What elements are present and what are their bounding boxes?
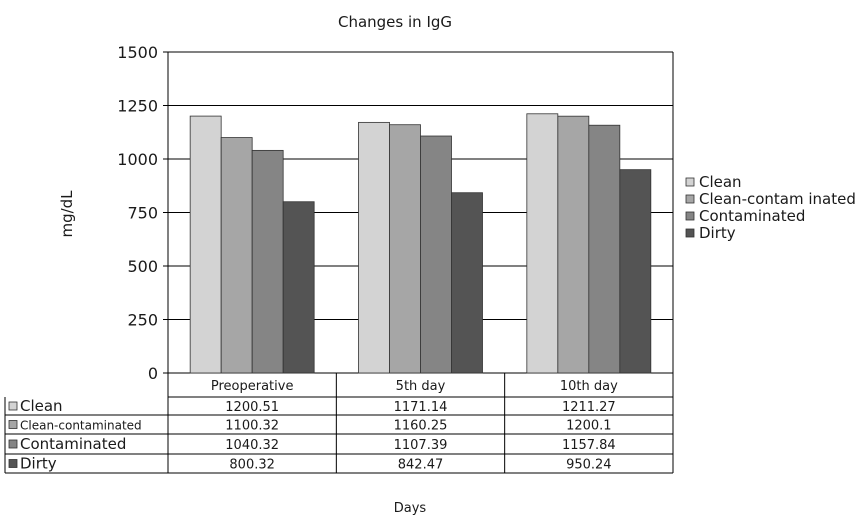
x-tick-label: 10th day bbox=[560, 379, 618, 394]
data-label: 1211.27 bbox=[562, 400, 616, 415]
data-label: 950.24 bbox=[566, 458, 612, 473]
data-label: 1107.39 bbox=[394, 438, 448, 453]
y-axis-label: mg/dL bbox=[58, 190, 76, 238]
bar bbox=[557, 115, 590, 374]
legend-swatch bbox=[685, 177, 695, 187]
table-row-label: Clean bbox=[20, 397, 63, 415]
y-tick-label: 1250 bbox=[117, 97, 158, 116]
bar bbox=[451, 192, 483, 374]
plot-area: 0 250 500 750 1000 1250 1500 bbox=[117, 43, 674, 383]
bar bbox=[189, 115, 222, 374]
data-label: 1040.32 bbox=[225, 438, 279, 453]
y-tick-label: 250 bbox=[127, 311, 158, 330]
y-axis-label-group: mg/dL bbox=[58, 190, 76, 238]
data-label: 1160.25 bbox=[394, 419, 448, 434]
x-tick-label: Preoperative bbox=[211, 379, 294, 394]
legend-label: Clean-contam inated bbox=[699, 190, 856, 208]
data-label: 1100.32 bbox=[225, 419, 279, 434]
table-row-label: Dirty bbox=[20, 455, 57, 473]
bar bbox=[619, 169, 652, 374]
table-swatch bbox=[8, 439, 18, 449]
legend-swatch bbox=[685, 228, 695, 238]
y-tick-label: 0 bbox=[148, 364, 158, 383]
data-label: 1200.51 bbox=[225, 400, 279, 415]
x-tick-label: 5th day bbox=[396, 379, 446, 394]
y-tick-label: 750 bbox=[127, 204, 158, 223]
legend-label: Contaminated bbox=[699, 207, 805, 225]
data-table: Preoperative 5th day 10th day Clean 1200.51 1… bbox=[4, 373, 674, 474]
x-axis-label: Days bbox=[394, 501, 427, 516]
data-label: 1157.84 bbox=[562, 438, 616, 453]
data-label: 800.32 bbox=[229, 458, 275, 473]
table-swatch bbox=[8, 420, 18, 429]
legend-swatch bbox=[685, 194, 695, 204]
bar bbox=[588, 124, 621, 374]
bar bbox=[420, 135, 452, 374]
data-label: 1200.1 bbox=[566, 419, 612, 434]
bar bbox=[358, 121, 390, 374]
y-tick-label: 1500 bbox=[117, 43, 158, 62]
bar bbox=[251, 149, 284, 374]
legend-label: Dirty bbox=[699, 224, 736, 242]
data-label: 842.47 bbox=[398, 458, 444, 473]
y-tick-label: 500 bbox=[127, 257, 158, 276]
bar bbox=[389, 124, 421, 374]
table-swatch bbox=[8, 459, 18, 468]
y-tick-label: 1000 bbox=[117, 150, 158, 169]
bar bbox=[282, 201, 315, 374]
table-swatch bbox=[8, 401, 18, 411]
table-row-label: Contaminated bbox=[20, 435, 126, 453]
legend-swatch bbox=[685, 211, 695, 221]
bar bbox=[220, 137, 253, 374]
legend-label: Clean bbox=[699, 173, 742, 191]
table-row-label: Clean-contaminated bbox=[20, 419, 142, 433]
bar bbox=[526, 113, 559, 374]
chart-title: Changes in IgG bbox=[338, 13, 452, 31]
data-label: 1171.14 bbox=[394, 400, 448, 415]
